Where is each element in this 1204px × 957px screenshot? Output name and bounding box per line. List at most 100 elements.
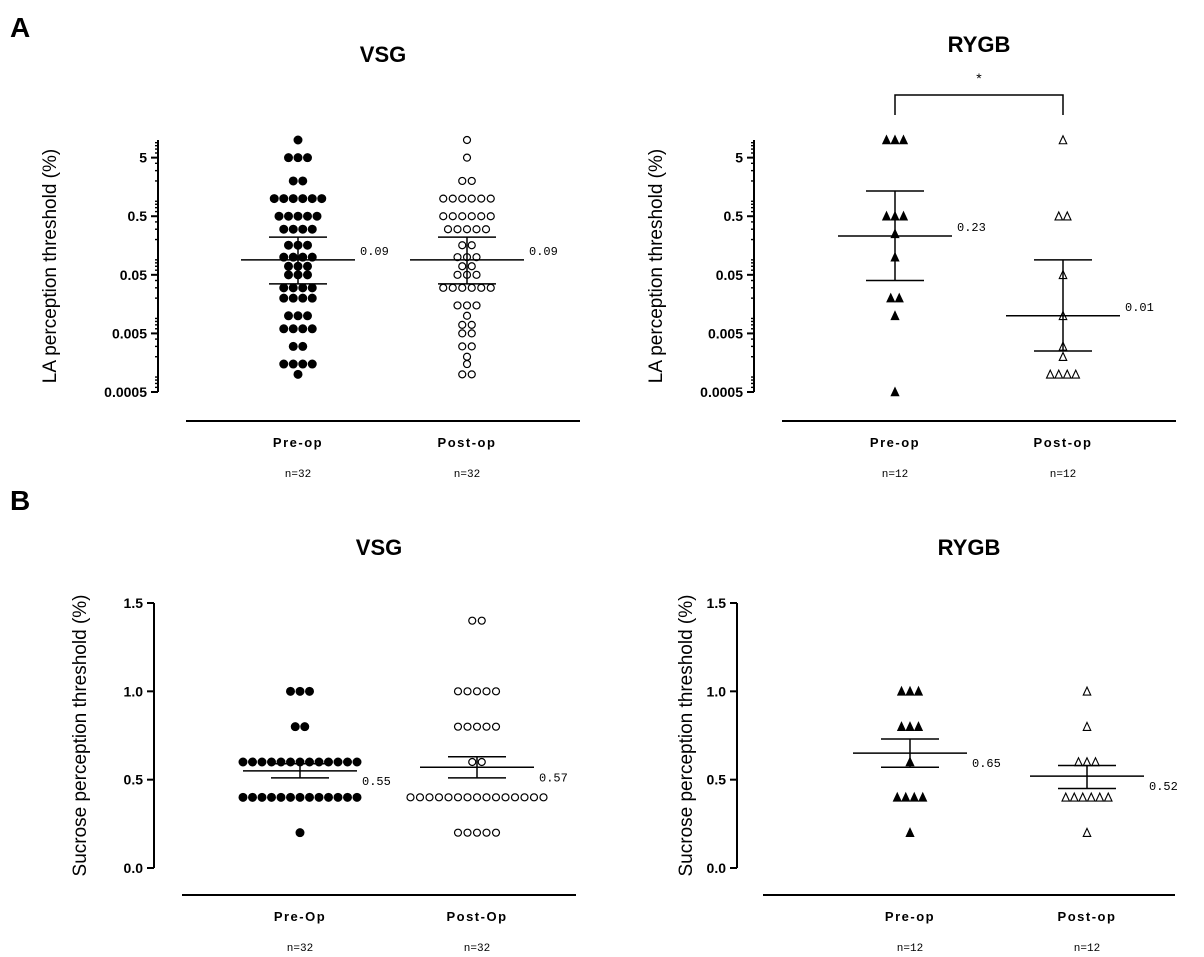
data-point — [453, 687, 463, 696]
data-point — [477, 757, 486, 767]
data-point — [477, 212, 486, 221]
y-tick-label: 1.0 — [124, 683, 144, 699]
data-point — [520, 793, 529, 802]
data-point — [467, 241, 476, 250]
mean-value-label: 0.23 — [957, 221, 986, 235]
n-label: n=32 — [287, 943, 313, 955]
n-label: n=12 — [882, 469, 908, 481]
y-tick-label: 5 — [139, 150, 147, 166]
n-label: n=12 — [897, 943, 923, 955]
y-tick-label: 1.5 — [707, 595, 727, 611]
data-point — [458, 342, 467, 351]
data-point — [298, 293, 308, 303]
data-point — [463, 722, 472, 731]
data-point — [918, 791, 928, 802]
data-point — [458, 329, 467, 338]
data-point — [458, 176, 467, 186]
chart-3: VSG Sucrose perception threshold (%) 0.0 0.… — [70, 535, 576, 955]
data-point — [284, 240, 294, 250]
data-point — [467, 320, 476, 329]
data-point — [448, 212, 457, 221]
data-point — [463, 687, 472, 696]
data-point — [305, 757, 315, 767]
data-point — [288, 324, 298, 334]
data-point — [343, 792, 353, 802]
data-point — [482, 687, 491, 696]
data-point — [444, 793, 453, 802]
data-point — [458, 320, 467, 329]
chart-title: RYGB — [938, 535, 1001, 560]
data-point — [314, 792, 324, 802]
data-point — [303, 211, 313, 221]
data-point — [491, 793, 501, 802]
data-point — [303, 261, 313, 271]
data-point — [894, 292, 904, 303]
data-point — [293, 369, 303, 379]
data-point — [415, 793, 425, 802]
data-point — [279, 194, 289, 204]
data-point — [477, 283, 486, 292]
data-point — [458, 370, 467, 379]
data-point — [307, 293, 317, 303]
data-point — [453, 301, 462, 310]
y-tick-label: 0.05 — [120, 267, 147, 283]
data-point — [886, 292, 896, 303]
data-point — [1086, 791, 1096, 802]
x-tick-label: Pre-op — [885, 909, 935, 924]
data-point — [898, 134, 909, 145]
data-point — [458, 262, 467, 271]
data-point — [307, 359, 317, 369]
y-tick-label: 0.0 — [707, 860, 727, 876]
mean-value-label: 0.55 — [362, 775, 391, 789]
y-tick-label: 0.0005 — [700, 384, 743, 400]
data-point — [425, 793, 434, 802]
data-point — [295, 686, 305, 696]
data-point — [491, 687, 501, 696]
data-point — [314, 757, 324, 767]
y-tick-label: 0.5 — [124, 772, 144, 788]
data-point — [462, 352, 472, 361]
data-point — [276, 757, 286, 767]
data-point — [458, 283, 467, 292]
data-point — [288, 224, 298, 234]
x-tick-label: Pre-op — [273, 435, 323, 450]
data-point — [453, 225, 462, 234]
data-point — [453, 253, 462, 262]
data-point — [238, 757, 248, 767]
data-point — [307, 194, 317, 204]
data-point — [881, 210, 892, 221]
chart-title: VSG — [356, 535, 402, 560]
data-point — [448, 194, 457, 203]
data-point — [881, 134, 892, 145]
data-point — [288, 341, 298, 351]
data-point — [477, 194, 486, 203]
data-point — [481, 225, 491, 234]
data-point — [901, 791, 911, 802]
data-point — [293, 211, 303, 221]
data-point — [269, 194, 279, 204]
data-point — [1062, 210, 1072, 221]
data-point — [472, 253, 481, 262]
data-point — [1069, 791, 1079, 802]
data-point — [453, 270, 462, 279]
data-point — [312, 211, 322, 221]
y-tick-label: 0.005 — [708, 325, 743, 341]
data-point — [406, 793, 415, 802]
data-point — [307, 224, 317, 234]
data-point — [324, 792, 334, 802]
data-point — [317, 194, 327, 204]
n-label: n=32 — [464, 943, 490, 955]
data-point — [462, 301, 472, 310]
data-point — [453, 828, 463, 837]
chart-1: VSG LA perception threshold (%) 0.0005 0.00… — [40, 42, 580, 481]
data-point — [467, 283, 476, 292]
data-point — [284, 153, 294, 163]
data-point — [284, 311, 294, 321]
data-point — [913, 721, 924, 731]
data-point — [467, 370, 476, 379]
data-point — [288, 194, 298, 204]
data-point — [286, 686, 296, 696]
data-point — [458, 241, 467, 250]
data-point — [486, 212, 495, 221]
